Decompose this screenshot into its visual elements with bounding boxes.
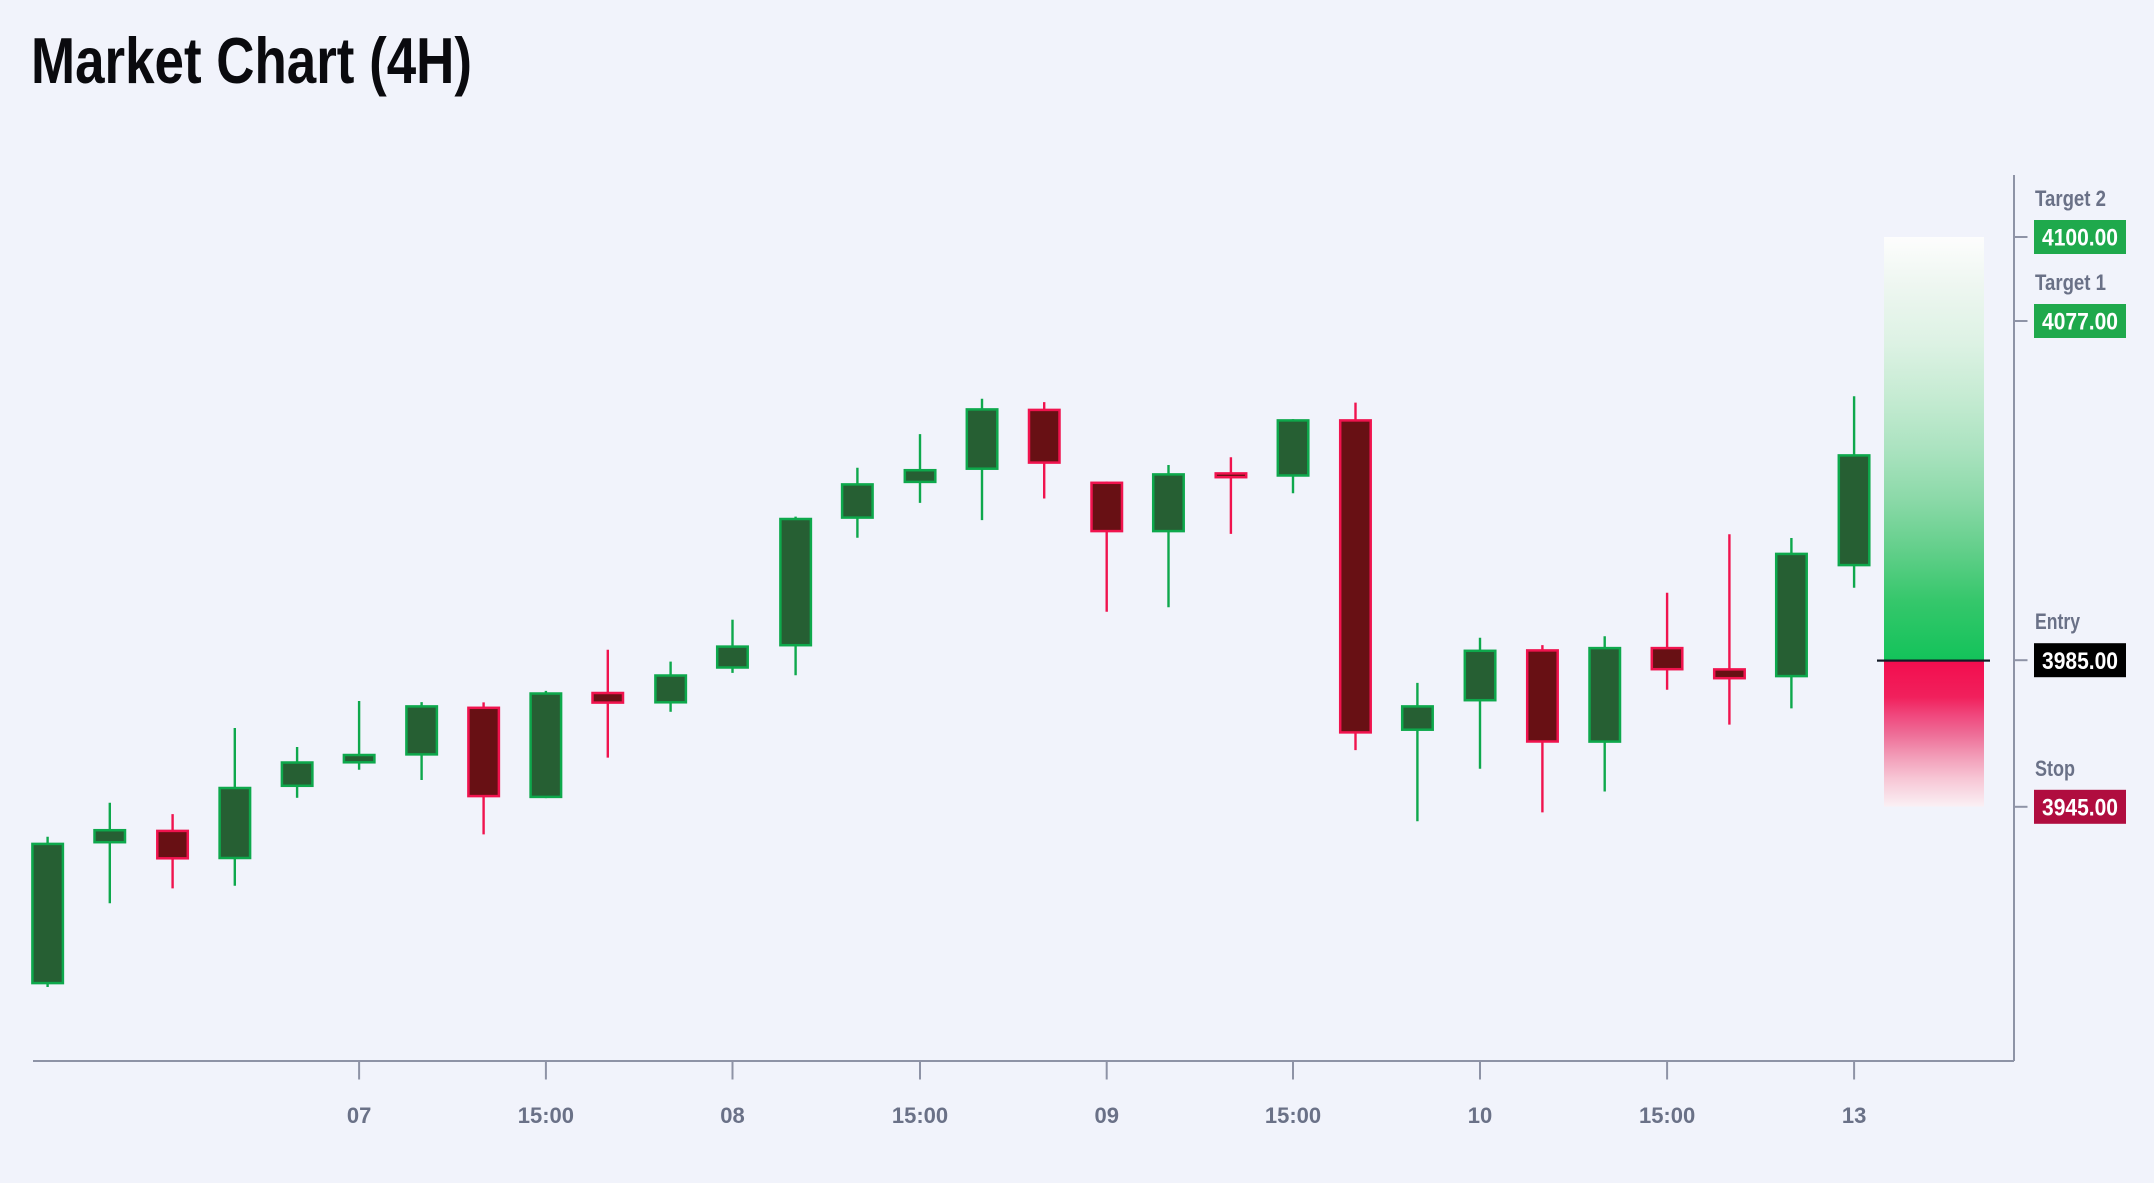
svg-text:3945.00: 3945.00 <box>2042 795 2118 822</box>
svg-text:Target 2: Target 2 <box>2035 186 2106 211</box>
svg-text:10: 10 <box>1468 1103 1492 1128</box>
svg-text:15:00: 15:00 <box>892 1103 948 1128</box>
svg-text:08: 08 <box>720 1103 744 1128</box>
svg-text:15:00: 15:00 <box>1265 1103 1321 1128</box>
svg-text:09: 09 <box>1094 1103 1118 1128</box>
svg-text:Target 1: Target 1 <box>2035 270 2106 295</box>
svg-text:4077.00: 4077.00 <box>2042 309 2118 336</box>
svg-text:3985.00: 3985.00 <box>2042 648 2118 675</box>
svg-text:13: 13 <box>1842 1103 1866 1128</box>
svg-text:15:00: 15:00 <box>518 1103 574 1128</box>
svg-text:Entry: Entry <box>2035 609 2081 634</box>
svg-text:07: 07 <box>347 1103 371 1128</box>
svg-text:4100.00: 4100.00 <box>2042 225 2118 252</box>
svg-text:15:00: 15:00 <box>1639 1103 1695 1128</box>
svg-text:Market Chart (4H): Market Chart (4H) <box>31 24 472 97</box>
svg-text:Stop: Stop <box>2035 756 2075 781</box>
